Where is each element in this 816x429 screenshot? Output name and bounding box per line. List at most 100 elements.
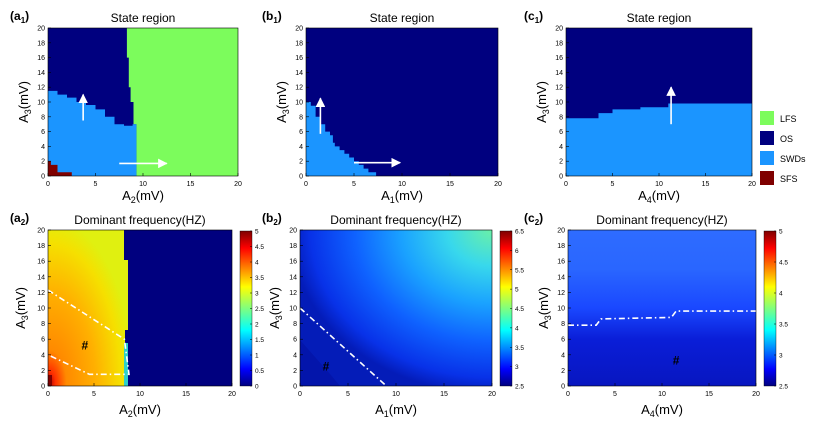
y-tick-label: 16 (295, 55, 303, 62)
legend-swatch-swds (760, 151, 774, 165)
colorbar-tick-label: 4.5 (515, 306, 524, 313)
y-tick-label: 18 (557, 243, 565, 250)
x-tick-label: 0 (564, 181, 568, 188)
y-tick-label: 12 (37, 290, 45, 297)
y-tick-label: 6 (41, 337, 45, 344)
y-tick-label: 2 (299, 159, 303, 166)
chart-title-c1: State region (627, 11, 692, 25)
axis-ticks-b1: 0 5 10 15 20 0 2 4 6 8 10 12 14 16 18 20 (295, 26, 502, 189)
y-axis-label-c2: A3(mV) (536, 287, 553, 329)
colorbar-tick-label: 5 (779, 229, 783, 236)
x-tick-label: 20 (748, 181, 756, 188)
x-tick-label: 10 (658, 391, 666, 398)
y-tick-label: 12 (289, 290, 297, 297)
region-swds (48, 90, 137, 176)
y-axis-label-b1: A3(mV) (274, 81, 291, 123)
arrows-a1 (78, 93, 168, 169)
x-tick-label: 5 (611, 181, 615, 188)
axis-ticks-c1: 0 5 10 15 20 0 2 4 6 8 10 12 14 16 18 20 (555, 26, 756, 189)
y-tick-label: 12 (555, 85, 563, 92)
state-regions-c1 (566, 103, 752, 176)
panel-c1: (c1) State region 0 5 10 15 20 0 2 4 6 8 10 12 14 16 1… (524, 9, 756, 205)
y-tick-label: 18 (37, 40, 45, 47)
x-tick-label: 0 (298, 391, 302, 398)
x-tick-label: 0 (46, 391, 50, 398)
y-tick-label: 8 (293, 321, 297, 328)
x-axis-label-a1: A2(mV) (122, 188, 164, 205)
panel-label-b1: (b1) (262, 9, 282, 25)
x-tick-label: 5 (346, 391, 350, 398)
y-tick-label: 6 (293, 337, 297, 344)
y-tick-label: 20 (289, 228, 297, 235)
axis-ticks-a2: 0 5 10 15 20 0 2 4 6 8 10 12 14 16 18 20 (37, 228, 236, 399)
teal-strip-a2 (124, 343, 128, 386)
frequency-field-a2 (48, 230, 128, 386)
colorbar-tick-label: 3.5 (255, 275, 264, 282)
x-tick-label: 20 (228, 391, 236, 398)
x-axis-label-b1: A1(mV) (381, 188, 423, 205)
y-tick-label: 14 (557, 274, 565, 281)
chart-title-a1: State region (111, 11, 176, 25)
y-tick-label: 10 (295, 100, 303, 107)
axis-ticks-a1: 0 5 10 15 20 0 2 4 6 8 10 12 14 16 18 20 (37, 26, 242, 189)
x-tick-label: 15 (705, 391, 713, 398)
legend-label-os: OS (780, 134, 793, 144)
region-sfs (48, 161, 72, 176)
colorbar-tick-label: 6.5 (515, 229, 524, 236)
y-tick-label: 16 (37, 259, 45, 266)
x-tick-label: 5 (352, 181, 356, 188)
y-tick-label: 4 (41, 144, 45, 151)
y-tick-label: 10 (37, 306, 45, 313)
chart-title-a2: Dominant frequency(HZ) (74, 213, 205, 227)
y-tick-label: 10 (555, 100, 563, 107)
x-tick-label: 0 (566, 391, 570, 398)
x-tick-label: 20 (494, 181, 502, 188)
state-legend: LFS OS SWDs SFS (760, 111, 806, 185)
x-tick-label: 10 (136, 391, 144, 398)
y-tick-label: 8 (561, 321, 565, 328)
x-tick-label: 15 (182, 391, 190, 398)
colorbar-tick-label: 6 (515, 248, 519, 255)
y-tick-label: 8 (559, 114, 563, 121)
y-tick-label: 0 (299, 174, 303, 181)
region-swds (566, 103, 752, 176)
y-tick-label: 14 (37, 70, 45, 77)
colorbar-tick-label: 3 (779, 353, 783, 360)
x-tick-label: 20 (488, 391, 496, 398)
panel-c2: (c2) Dominant frequency(HZ) # 0 5 10 15 20 0 2… (524, 211, 788, 419)
y-tick-label: 8 (41, 321, 45, 328)
dashed-boundary-c2 (568, 310, 756, 327)
y-tick-label: 6 (559, 129, 563, 136)
y-tick-label: 12 (37, 85, 45, 92)
y-tick-label: 18 (555, 40, 563, 47)
axis-ticks-c2: 0 5 10 15 20 0 2 4 6 8 10 12 14 16 18 20 (557, 228, 760, 399)
x-tick-label: 10 (398, 181, 406, 188)
y-tick-label: 14 (37, 274, 45, 281)
colorbar-tick-label: 5 (255, 229, 259, 236)
legend-swatch-sfs (760, 171, 774, 185)
low-frequency-corner-b2 (300, 340, 340, 386)
x-axis-label-a2: A2(mV) (119, 402, 161, 419)
axis-ticks-b2: 0 5 10 15 20 0 2 4 6 8 10 12 14 16 18 20 (289, 228, 496, 399)
y-tick-label: 4 (41, 352, 45, 359)
x-axis-label-b2: A1(mV) (375, 402, 417, 419)
y-tick-label: 0 (41, 174, 45, 181)
x-tick-label: 5 (613, 391, 617, 398)
x-tick-label: 5 (94, 181, 98, 188)
colorbar-tick-label: 2.5 (515, 384, 524, 391)
y-tick-label: 16 (555, 55, 563, 62)
colorbar-tick-label: 0 (255, 384, 259, 391)
panel-b1: (b1) State region 0 5 10 15 20 0 2 4 6 8 10 12 14 16 1… (262, 9, 502, 205)
y-axis-label-a1: A3(mV) (16, 81, 33, 123)
x-tick-label: 5 (92, 391, 96, 398)
y-tick-label: 20 (37, 26, 45, 33)
legend-label-sfs: SFS (780, 174, 798, 184)
legend-swatch-lfs (760, 111, 774, 125)
x-tick-label: 15 (702, 181, 710, 188)
colorbar-tick-label: 5.5 (515, 267, 524, 274)
x-tick-label: 10 (139, 181, 147, 188)
legend-swatch-os (760, 131, 774, 145)
x-tick-label: 20 (234, 181, 242, 188)
y-tick-label: 10 (557, 306, 565, 313)
